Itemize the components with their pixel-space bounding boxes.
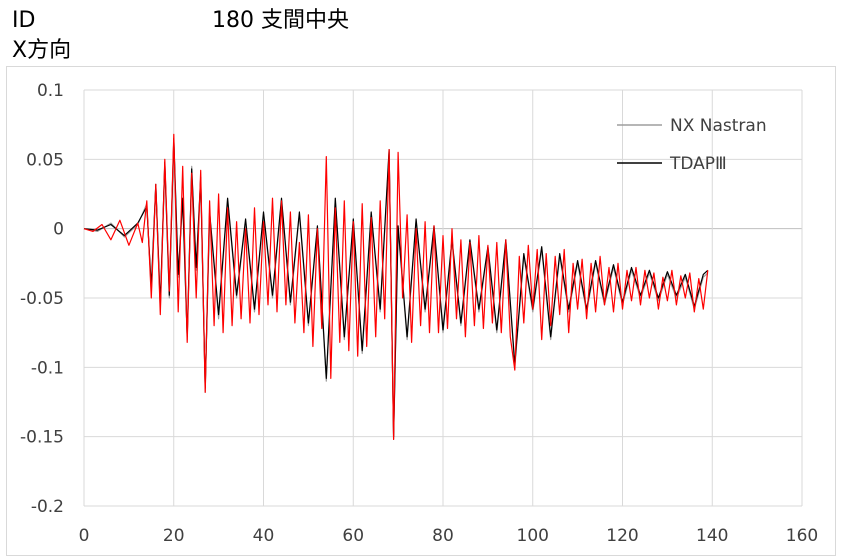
x-tick-label: 80	[432, 526, 454, 546]
x-tick-label: 160	[786, 526, 818, 546]
x-tick-label: 120	[606, 526, 638, 546]
legend-label: TDAPⅢ	[669, 154, 727, 174]
y-tick-label: -0.15	[20, 428, 64, 448]
y-tick-label: 0	[53, 220, 64, 240]
line-chart: 0.1 0.05 0 -0.05 -0.1 -0.15 -0.2 0 20 40 60 80 100 12…	[20, 81, 818, 546]
legend: NX Nastran TDAPⅢ	[617, 116, 767, 174]
y-tick-label: 0.1	[37, 81, 64, 101]
axis-ticks: 0.1 0.05 0 -0.05 -0.1 -0.15 -0.2 0 20 40 60 80 100 12…	[20, 81, 818, 546]
legend-label: NX Nastran	[670, 116, 767, 136]
y-tick-label: 0.05	[26, 150, 64, 170]
chart-header-title: 180 支間中央	[212, 8, 349, 33]
y-tick-label: -0.05	[20, 289, 64, 309]
direction-label: X方向	[12, 38, 72, 63]
x-tick-label: 20	[163, 526, 185, 546]
grid-lines	[83, 89, 803, 507]
y-tick-label: -0.2	[31, 497, 64, 517]
series-lines	[83, 133, 709, 440]
y-tick-label: -0.1	[31, 358, 64, 378]
x-tick-label: 100	[517, 526, 549, 546]
series-line-red-2	[83, 133, 709, 440]
x-tick-label: 60	[342, 526, 364, 546]
x-tick-label: 140	[696, 526, 728, 546]
id-label: ID	[12, 8, 36, 33]
chart-area: 0.1 0.05 0 -0.05 -0.1 -0.15 -0.2 0 20 40 60 80 100 12…	[6, 66, 836, 556]
x-tick-label: 40	[253, 526, 275, 546]
x-tick-label: 0	[79, 526, 90, 546]
